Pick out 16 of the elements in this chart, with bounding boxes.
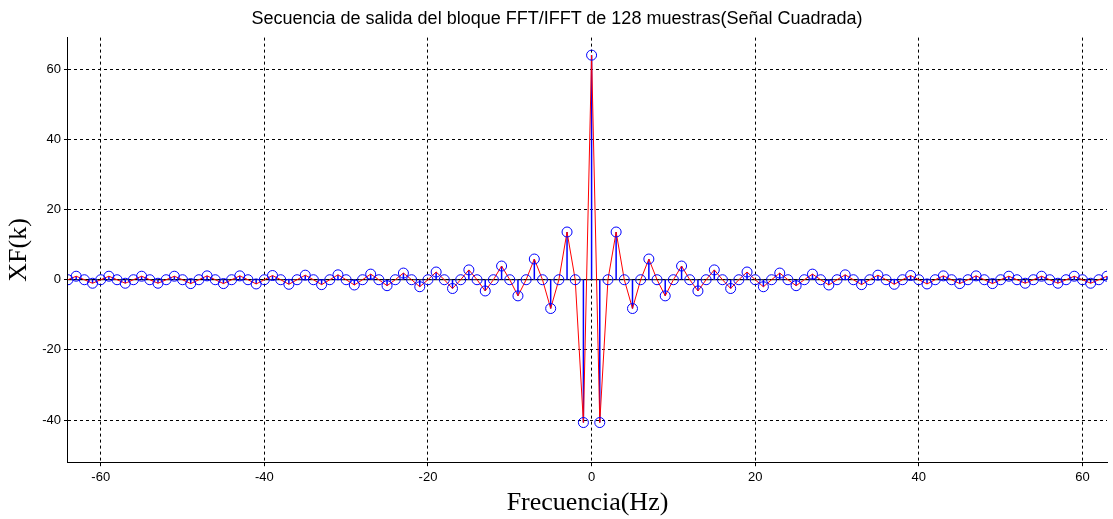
y-tick-label: 0 [53, 271, 61, 287]
x-tick-label: -20 [418, 468, 438, 484]
x-tick-label: 0 [587, 468, 596, 484]
x-axis-title: Frecuencia(Hz) [506, 487, 669, 517]
y-tick-label: 60 [46, 60, 61, 76]
y-tick-label: 20 [46, 201, 61, 217]
x-tick-label: -60 [91, 468, 111, 484]
y-tick-label: 40 [46, 130, 61, 146]
x-tick-label: 20 [747, 468, 763, 484]
y-tick-label: -40 [42, 411, 61, 427]
y-axis-title: XF(k) [3, 218, 33, 282]
y-tick-label: -20 [42, 341, 61, 357]
x-tick-label: -40 [254, 468, 274, 484]
chart-title: Secuencia de salida del bloque FFT/IFFT de 128 muestras(Señal Cuadrada) [251, 7, 863, 28]
x-tick-label: 60 [1075, 468, 1090, 484]
x-tick-label: 40 [911, 468, 927, 484]
